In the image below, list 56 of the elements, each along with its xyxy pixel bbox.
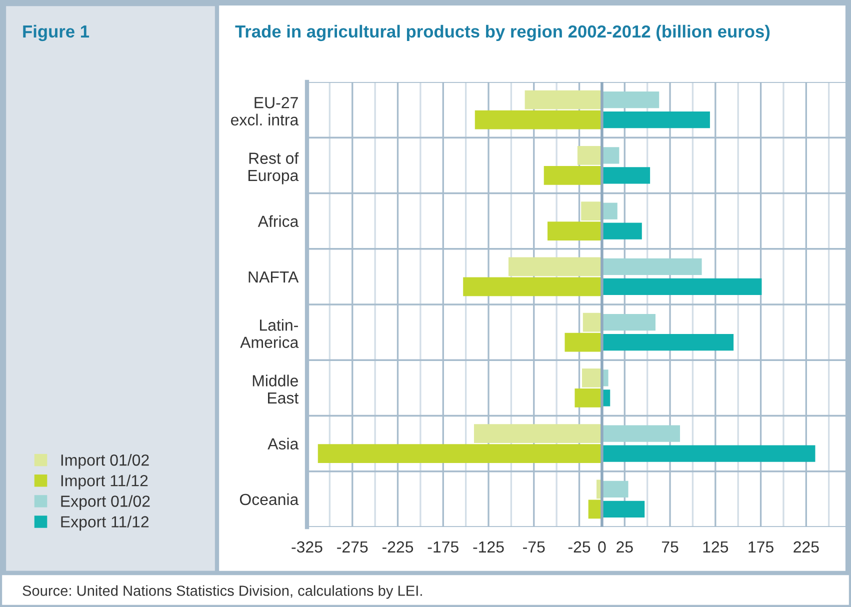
x-tick-label: 25 <box>616 541 633 553</box>
x-tick-label: -225 <box>382 541 414 553</box>
bar <box>582 312 602 332</box>
bar <box>577 146 602 165</box>
y-tick-label: Asia <box>268 438 299 450</box>
bar <box>548 222 602 241</box>
x-tick-label: 225 <box>794 541 819 553</box>
bar <box>602 314 656 331</box>
bar <box>318 444 602 464</box>
y-tick-label: Oceania <box>240 493 299 506</box>
legend-label: Export 01/02 <box>61 495 150 510</box>
bar <box>581 202 602 221</box>
bar <box>602 278 762 296</box>
bar <box>602 258 702 276</box>
x-tick-label: 125 <box>703 541 728 553</box>
bar <box>474 424 602 444</box>
x-tick-label: -75 <box>523 541 545 553</box>
bar <box>602 500 645 518</box>
x-tick-label: -25 <box>568 541 590 553</box>
legend-label: Export 11/12 <box>61 516 149 531</box>
bar <box>544 166 602 185</box>
bar <box>508 257 602 276</box>
bar <box>574 388 602 408</box>
bar <box>582 368 602 388</box>
y-tick-label: Latin- America <box>240 319 299 348</box>
bar <box>602 202 618 220</box>
bar <box>463 277 602 296</box>
caption: Figure 1 <box>23 24 90 42</box>
bar <box>474 110 602 130</box>
bar <box>602 91 660 108</box>
source-note: Source: United Nations Statistics Division, calculations by LEI. <box>22 585 422 599</box>
x-tick-label: 0 <box>598 541 606 553</box>
bar <box>602 111 710 128</box>
x-tick-label: -125 <box>473 541 504 553</box>
bar <box>602 222 642 240</box>
x-tick-label: -275 <box>337 541 368 553</box>
y-tick-label: Middle East <box>252 374 299 404</box>
legend-label: Import 01/02 <box>61 454 149 469</box>
bar <box>602 480 628 498</box>
bar <box>524 90 602 110</box>
y-tick-label: EU-27 excl. intra <box>231 97 299 126</box>
chart-title: Trade in agricultural products by region 2002-2012 (billion euros) <box>235 24 770 42</box>
x-tick-label: -175 <box>428 541 458 553</box>
x-tick-label: 175 <box>748 541 774 553</box>
x-tick-label: -325 <box>292 541 322 553</box>
x-tick-label: 75 <box>662 541 678 553</box>
bar <box>602 425 680 442</box>
bar <box>602 167 650 184</box>
legend-label: Import 11/12 <box>61 474 148 490</box>
y-tick-label: Africa <box>258 215 299 228</box>
bar <box>564 332 602 352</box>
bar <box>602 334 734 351</box>
bar <box>602 147 620 164</box>
y-tick-label: NAFTA <box>248 271 299 282</box>
bar <box>602 445 816 462</box>
y-tick-label: Rest of Europa <box>248 152 299 184</box>
